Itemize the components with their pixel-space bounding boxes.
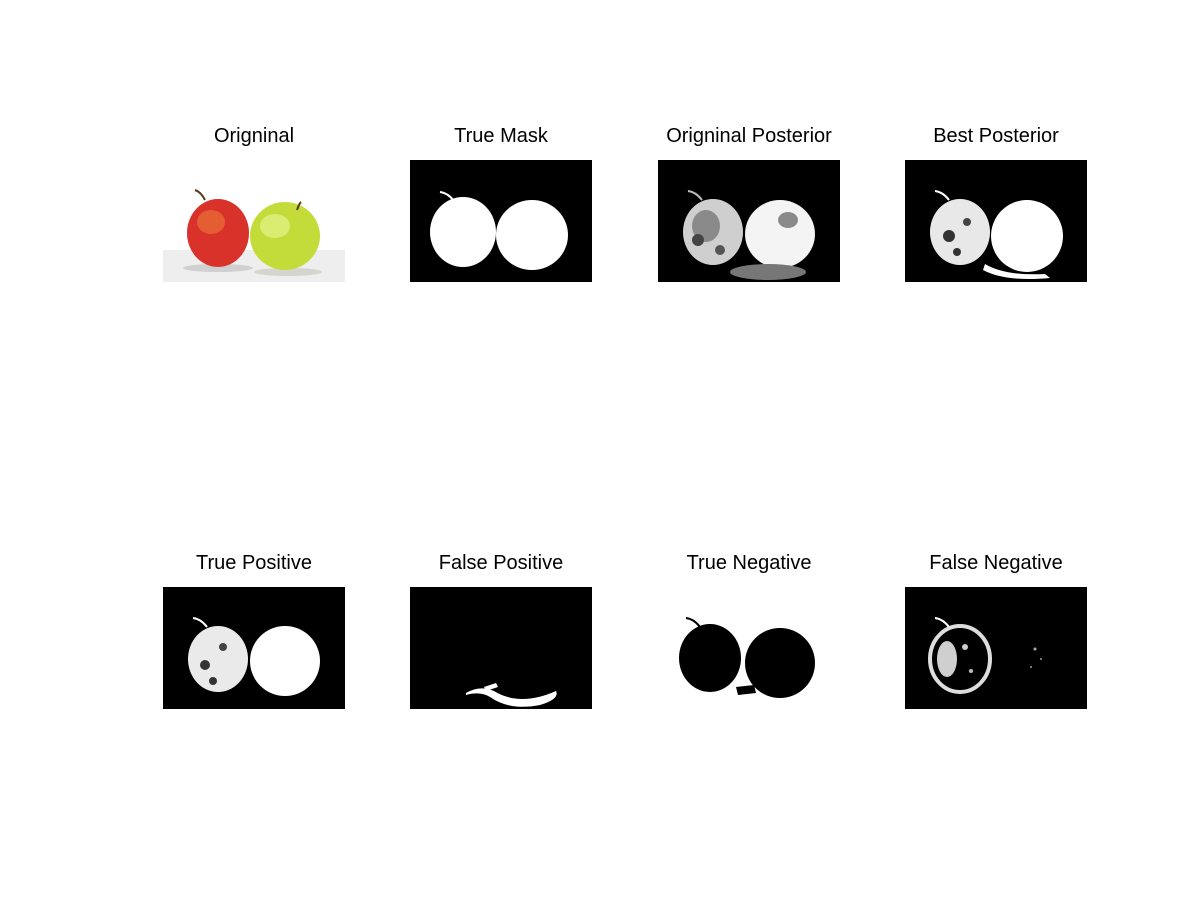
false-positive-image [410, 587, 592, 709]
panel-title: Best Posterior [933, 125, 1059, 147]
true-negative-image [658, 587, 840, 709]
panel-title: True Mask [454, 125, 548, 147]
true-mask-image [410, 160, 592, 282]
panel-title: True Negative [686, 552, 812, 574]
panel-title: Origninal Posterior [666, 125, 832, 147]
panel-title: Origninal [213, 125, 295, 147]
best-posterior-image [905, 160, 1087, 282]
original-apples-image [163, 160, 345, 282]
true-positive-image [163, 587, 345, 709]
panel-title: False Negative [929, 552, 1063, 574]
false-negative-image [905, 587, 1087, 709]
panel-title: False Positive [438, 552, 564, 574]
original-posterior-image [658, 160, 840, 282]
panel-title: True Positive [196, 552, 312, 574]
